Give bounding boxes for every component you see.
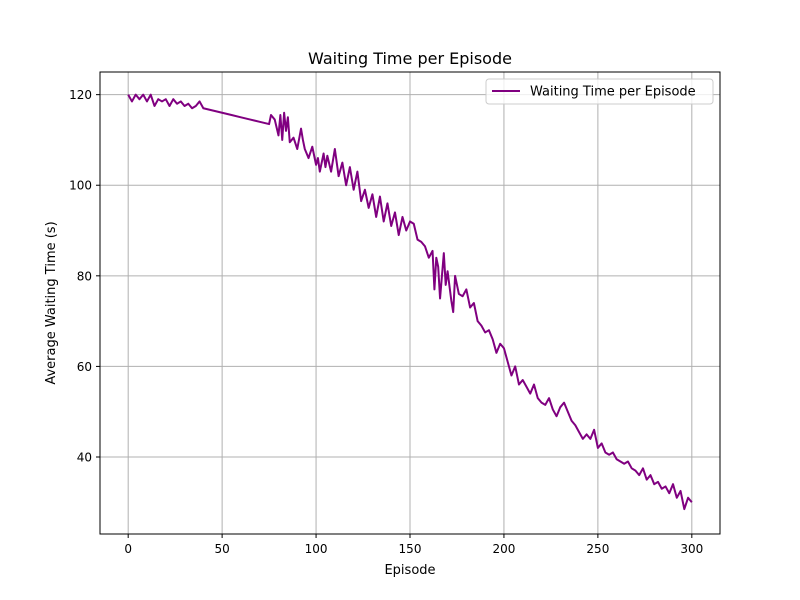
series-line: [127, 93, 693, 511]
x-tick-label: 0: [124, 542, 132, 556]
x-tick-label: 200: [492, 542, 515, 556]
x-tick-label: 250: [586, 542, 609, 556]
legend-label: Waiting Time per Episode: [530, 85, 696, 100]
y-tick-label: 60: [77, 360, 92, 374]
y-tick-label: 120: [69, 88, 92, 102]
series-layer: [127, 93, 693, 511]
x-axis-label: Episode: [384, 563, 435, 578]
x-tick-label: 100: [305, 542, 328, 556]
x-tick-label: 150: [399, 542, 422, 556]
legend: Waiting Time per Episode: [485, 78, 714, 105]
y-axis-ticks: 40 60 80 100 120: [69, 88, 100, 465]
x-tick-label: 50: [214, 542, 229, 556]
y-axis-label: Average Waiting Time (s): [44, 221, 59, 384]
legend-box: [485, 78, 714, 105]
x-axis-ticks: 0 50 100 150 200 250 300: [124, 534, 703, 556]
y-tick-label: 80: [77, 269, 92, 283]
y-tick-label: 40: [77, 451, 92, 465]
x-tick-label: 300: [680, 542, 703, 556]
grid: [100, 72, 720, 534]
y-tick-label: 100: [69, 179, 92, 193]
chart-title: Waiting Time per Episode: [308, 49, 512, 68]
